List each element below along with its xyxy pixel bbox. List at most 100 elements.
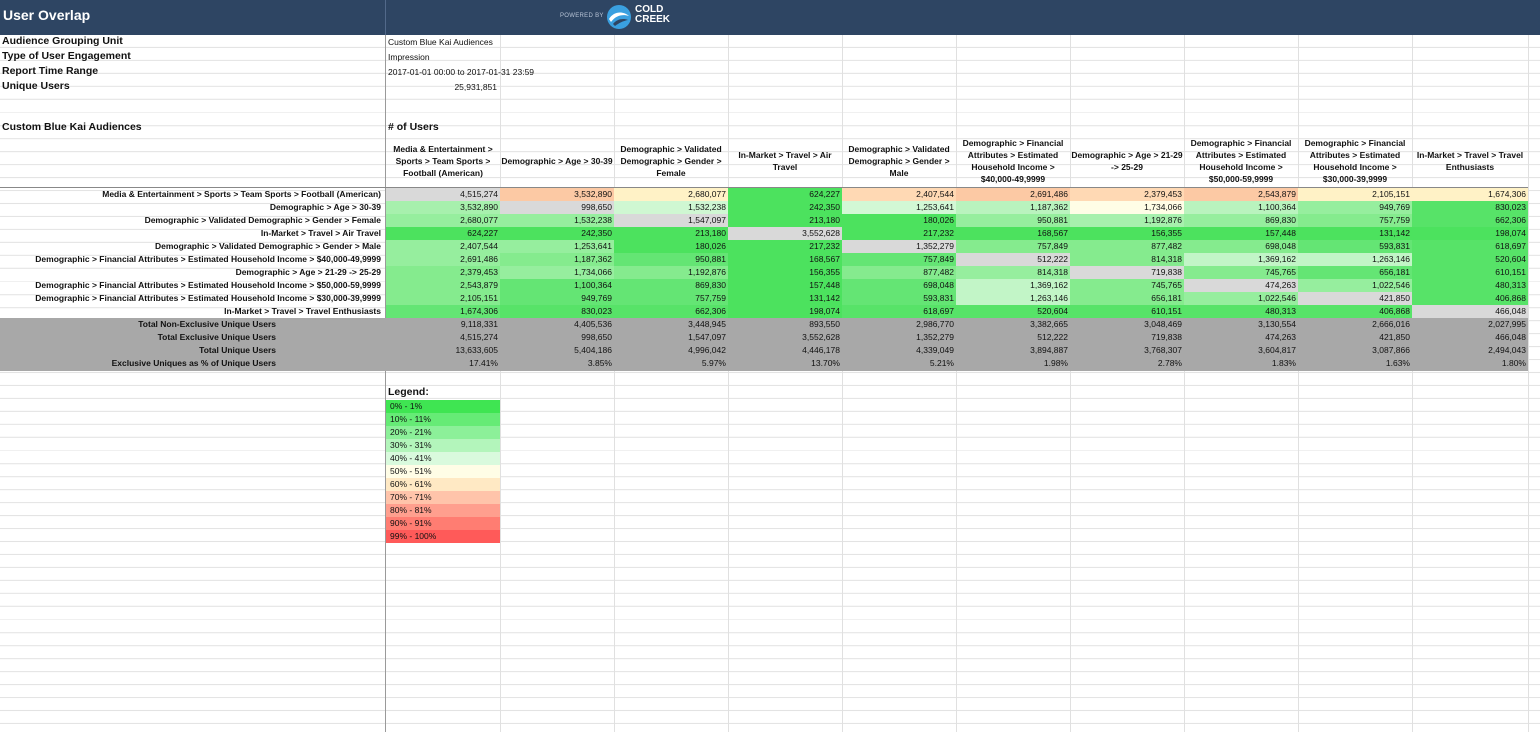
row-label: Demographic > Age > 21-29 -> 25-29 <box>235 267 381 277</box>
matrix-cell: 593,831 <box>1298 240 1412 253</box>
grid-line <box>728 35 729 732</box>
totals-cell: 9,118,331 <box>460 319 498 329</box>
matrix-cell: 157,448 <box>728 279 842 292</box>
matrix-cell: 131,142 <box>728 292 842 305</box>
grid-line <box>614 35 615 732</box>
meta-label-grouping: Audience Grouping Unit <box>2 35 123 47</box>
grid-line <box>1412 35 1413 732</box>
matrix-cell: 168,567 <box>728 253 842 266</box>
totals-row-label: Total Exclusive Unique Users <box>157 332 276 342</box>
grid-line <box>1528 35 1529 732</box>
matrix-cell: 217,232 <box>728 240 842 253</box>
meta-label-engagement: Type of User Engagement <box>2 50 131 62</box>
legend-item: 10% - 11% <box>386 413 500 426</box>
legend-item: 30% - 31% <box>386 439 500 452</box>
row-label: Demographic > Validated Demographic > Ge… <box>144 215 381 225</box>
matrix-cell: 949,769 <box>1298 201 1412 214</box>
totals-cell: 474,263 <box>1265 332 1296 342</box>
grid-line <box>1070 35 1071 732</box>
matrix-cell: 168,567 <box>956 227 1070 240</box>
legend-item: 70% - 71% <box>386 491 500 504</box>
matrix-cell: 3,552,628 <box>728 227 842 240</box>
grid-line <box>956 35 957 732</box>
matrix-cell: 2,379,453 <box>386 266 500 279</box>
totals-cell: 5.21% <box>929 358 954 368</box>
brand-line1: COLD <box>635 4 664 15</box>
totals-cell: 3.85% <box>587 358 612 368</box>
report-title: User Overlap <box>3 7 91 23</box>
matrix-cell: 745,765 <box>1070 279 1184 292</box>
matrix-cell: 1,547,097 <box>614 214 728 227</box>
matrix-cell: 610,151 <box>1070 305 1184 318</box>
column-header: Demographic > Validated Demographic > Ge… <box>620 144 722 178</box>
matrix-cell: 1,369,162 <box>1184 253 1298 266</box>
row-label: In-Market > Travel > Travel Enthusiasts <box>224 306 381 316</box>
meta-value-grouping: Custom Blue Kai Audiences <box>388 37 493 47</box>
column-header: Demographic > Age > 21-29 -> 25-29 <box>1071 150 1183 172</box>
matrix-cell: 624,227 <box>386 227 500 240</box>
column-header: In-Market > Travel > Air Travel <box>738 150 832 172</box>
matrix-cell: 1,263,146 <box>1298 253 1412 266</box>
column-header: Demographic > Financial Attributes > Est… <box>1304 138 1406 184</box>
brand-name: COLD CREEK <box>635 5 670 25</box>
row-label: Demographic > Age > 30-39 <box>269 202 381 212</box>
totals-cell: 719,838 <box>1151 332 1182 342</box>
column-header: Demographic > Age > 30-39 <box>501 156 613 166</box>
matrix-cell: 830,023 <box>500 305 614 318</box>
matrix-cell: 656,181 <box>1070 292 1184 305</box>
totals-cell: 3,604,817 <box>1258 345 1296 355</box>
matrix-cell: 1,734,066 <box>1070 201 1184 214</box>
totals-background <box>0 318 1528 371</box>
header-divider <box>385 0 386 35</box>
matrix-cell: 610,151 <box>1412 266 1528 279</box>
grid-line <box>1298 35 1299 732</box>
matrix-cell: 757,759 <box>614 292 728 305</box>
meta-value-engagement: Impression <box>388 52 430 62</box>
totals-cell: 3,552,628 <box>802 332 840 342</box>
matrix-cell: 3,532,890 <box>386 201 500 214</box>
matrix-cell: 3,532,890 <box>500 188 614 201</box>
matrix-cell: 662,306 <box>1412 214 1528 227</box>
matrix-cell: 156,355 <box>1070 227 1184 240</box>
matrix-cell: 217,232 <box>842 227 956 240</box>
grid-line <box>1184 35 1185 732</box>
matrix-cell: 480,313 <box>1184 305 1298 318</box>
brand-line2: CREEK <box>635 14 671 25</box>
legend-item: 99% - 100% <box>386 530 500 543</box>
column-header: Demographic > Financial Attributes > Est… <box>1190 138 1292 184</box>
meta-value-time-range: 2017-01-01 00:00 to 2017-01-31 23:59 <box>388 67 535 77</box>
matrix-cell: 618,697 <box>1412 240 1528 253</box>
matrix-cell: 421,850 <box>1298 292 1412 305</box>
totals-cell: 998,650 <box>581 332 612 342</box>
totals-cell: 1.83% <box>1271 358 1296 368</box>
matrix-cell: 757,759 <box>1298 214 1412 227</box>
row-label: Demographic > Financial Attributes > Est… <box>35 280 381 290</box>
legend-item: 0% - 1% <box>386 400 500 413</box>
matrix-cell: 2,543,879 <box>386 279 500 292</box>
column-header: Media & Entertainment > Sports > Team Sp… <box>393 144 493 178</box>
matrix-cell: 757,849 <box>842 253 956 266</box>
matrix-cell: 1,674,306 <box>1412 188 1528 201</box>
totals-cell: 1.63% <box>1385 358 1410 368</box>
matrix-cell: 131,142 <box>1298 227 1412 240</box>
report-header: User Overlap POWERED BY COLD CREEK <box>0 0 1540 35</box>
totals-cell: 4,339,049 <box>916 345 954 355</box>
totals-row-label: Exclusive Uniques as % of Unique Users <box>111 358 276 368</box>
matrix-cell: 213,180 <box>728 214 842 227</box>
matrix-cell: 593,831 <box>842 292 956 305</box>
totals-cell: 1,547,097 <box>688 332 726 342</box>
matrix-cell: 1,022,546 <box>1184 292 1298 305</box>
matrix-cell: 1,253,641 <box>500 240 614 253</box>
totals-cell: 4,446,178 <box>802 345 840 355</box>
totals-cell: 3,048,469 <box>1144 319 1182 329</box>
row-label: Media & Entertainment > Sports > Team Sp… <box>102 189 381 199</box>
totals-cell: 13.70% <box>811 358 840 368</box>
totals-cell: 17.41% <box>469 358 498 368</box>
totals-cell: 4,996,042 <box>688 345 726 355</box>
grid-line <box>385 35 386 732</box>
matrix-cell: 2,105,151 <box>386 292 500 305</box>
matrix-cell: 814,318 <box>956 266 1070 279</box>
matrix-cell: 2,691,486 <box>386 253 500 266</box>
matrix-cell: 869,830 <box>614 279 728 292</box>
matrix-cell: 950,881 <box>956 214 1070 227</box>
